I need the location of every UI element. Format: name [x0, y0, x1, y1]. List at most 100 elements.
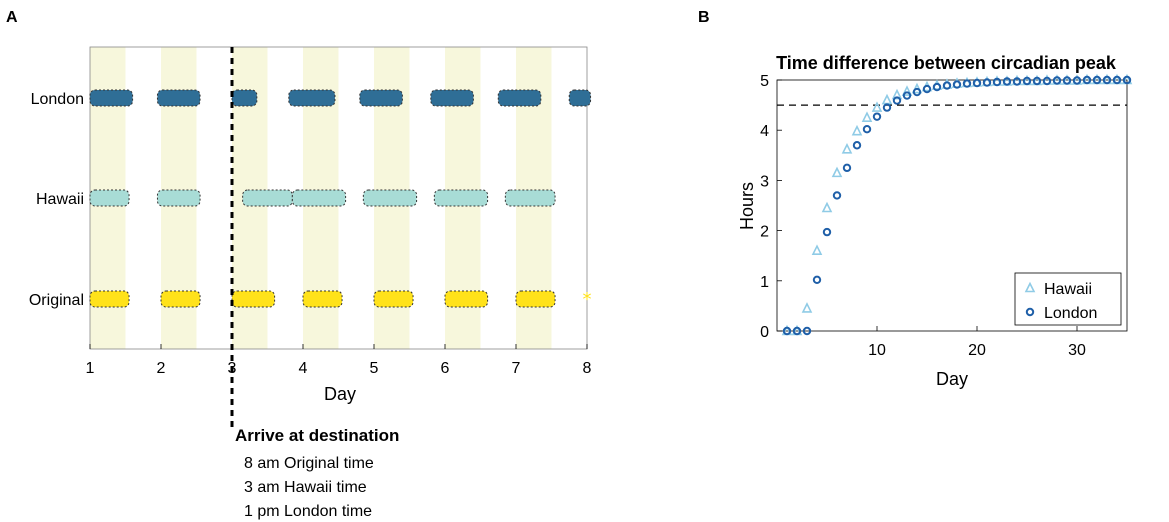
- point-london: [1022, 76, 1032, 86]
- point-london: [812, 275, 822, 284]
- point-london: [882, 103, 892, 112]
- chart-title: Time difference between circadian peak: [776, 53, 1117, 73]
- y-tick-label: 3: [760, 173, 769, 190]
- point-london: [802, 326, 812, 336]
- x-tick-label: 1: [86, 360, 95, 377]
- point-london: [1052, 76, 1062, 85]
- segment-london: [359, 89, 403, 107]
- x-tick-label: 6: [441, 360, 450, 377]
- legend-marker-london-shape: [1025, 307, 1035, 317]
- panel-label-a: A: [6, 9, 18, 26]
- point-london: [1012, 77, 1022, 86]
- segment-original: [373, 290, 414, 308]
- segment-london: [156, 89, 201, 107]
- original-end-marker: *: [583, 289, 592, 310]
- y-tick-label: 0: [760, 324, 769, 341]
- y-tick-label: 4: [760, 123, 769, 140]
- point-london: [922, 84, 932, 94]
- legend-label-london: London: [1044, 305, 1097, 322]
- segment-original: [444, 290, 489, 308]
- row-labels: London Hawaii Original: [29, 91, 84, 309]
- x-tick-label: 4: [299, 360, 308, 377]
- segment-hawaii: [362, 189, 418, 207]
- y-tick-label: 5: [760, 73, 769, 90]
- point-hawaii: [851, 124, 863, 136]
- x-tick-label: 5: [370, 360, 379, 377]
- y-axis-ticks: 0 1 2 3 4 5: [760, 73, 782, 341]
- arrival-annotation-title: Arrive at destination: [235, 426, 399, 445]
- segment-original: [302, 290, 343, 308]
- point-london: [1072, 76, 1082, 85]
- segment-london: [497, 89, 542, 107]
- point-london: [1062, 76, 1072, 85]
- segment-hawaii: [504, 189, 556, 207]
- segment-hawaii: [89, 189, 130, 207]
- x-tick-label: 2: [157, 360, 166, 377]
- x-tick-label: 30: [1068, 342, 1086, 359]
- point-hawaii: [811, 244, 823, 255]
- point-london: [912, 87, 922, 97]
- point-london: [1002, 77, 1012, 86]
- point-london: [852, 141, 862, 150]
- point-hawaii: [871, 101, 883, 112]
- x-axis-ticks: 10 20 30: [868, 326, 1086, 359]
- segment-london: [568, 89, 592, 107]
- point-hawaii: [821, 201, 833, 213]
- segment-london: [288, 89, 336, 107]
- segment-hawaii: [433, 189, 489, 207]
- point-hawaii: [801, 302, 813, 313]
- segment-hawaii: [291, 189, 347, 207]
- point-hawaii: [841, 142, 853, 154]
- panel-b-scatter: Time difference between circadian peak 0…: [737, 53, 1133, 389]
- legend-marker-hawaii: [1024, 281, 1036, 293]
- point-london: [972, 78, 982, 88]
- circadian-segments: *: [89, 89, 592, 310]
- point-london: [992, 77, 1002, 87]
- point-hawaii: [901, 85, 913, 96]
- segment-original: [231, 290, 276, 308]
- point-hawaii: [891, 88, 903, 100]
- point-london: [842, 163, 852, 173]
- row-label-hawaii: Hawaii: [36, 191, 84, 208]
- x-tick-label: 8: [583, 360, 592, 377]
- point-london: [1042, 76, 1052, 86]
- point-london: [822, 227, 832, 237]
- point-london: [1122, 75, 1132, 85]
- point-london: [862, 124, 872, 134]
- point-london: [872, 112, 882, 121]
- segment-hawaii: [242, 189, 293, 207]
- segment-london: [231, 89, 258, 107]
- row-label-original: Original: [29, 292, 84, 309]
- point-hawaii: [831, 166, 843, 178]
- row-label-london: London: [31, 91, 84, 108]
- arrival-annotation-line: 1 pm London time: [244, 503, 372, 520]
- x-tick-label: 20: [968, 342, 986, 359]
- point-london: [932, 82, 942, 92]
- segment-original: [160, 290, 201, 308]
- point-london: [1102, 75, 1112, 85]
- point-london: [1092, 75, 1102, 85]
- point-london: [902, 91, 912, 100]
- segment-original: [515, 290, 556, 308]
- arrival-annotation-line: 3 am Hawaii time: [244, 479, 367, 496]
- legend-marker-hawaii-shape: [1024, 281, 1036, 293]
- segment-hawaii: [156, 189, 201, 207]
- segment-original: [89, 290, 130, 308]
- legend-box: [1014, 272, 1122, 326]
- point-london: [782, 326, 792, 336]
- x-tick-label: 7: [512, 360, 521, 377]
- point-london: [1032, 76, 1042, 86]
- point-london: [892, 96, 902, 105]
- x-axis-label: Day: [324, 384, 356, 404]
- x-tick-label: 10: [868, 342, 886, 359]
- point-london: [952, 80, 962, 89]
- segment-london: [89, 89, 134, 107]
- legend: Hawaii London: [1014, 272, 1122, 326]
- point-london: [1082, 75, 1092, 85]
- legend-marker-london: [1025, 307, 1035, 317]
- point-london: [792, 326, 802, 336]
- panel-label-b: B: [698, 9, 710, 26]
- point-london: [982, 78, 992, 87]
- segment-london: [430, 89, 474, 107]
